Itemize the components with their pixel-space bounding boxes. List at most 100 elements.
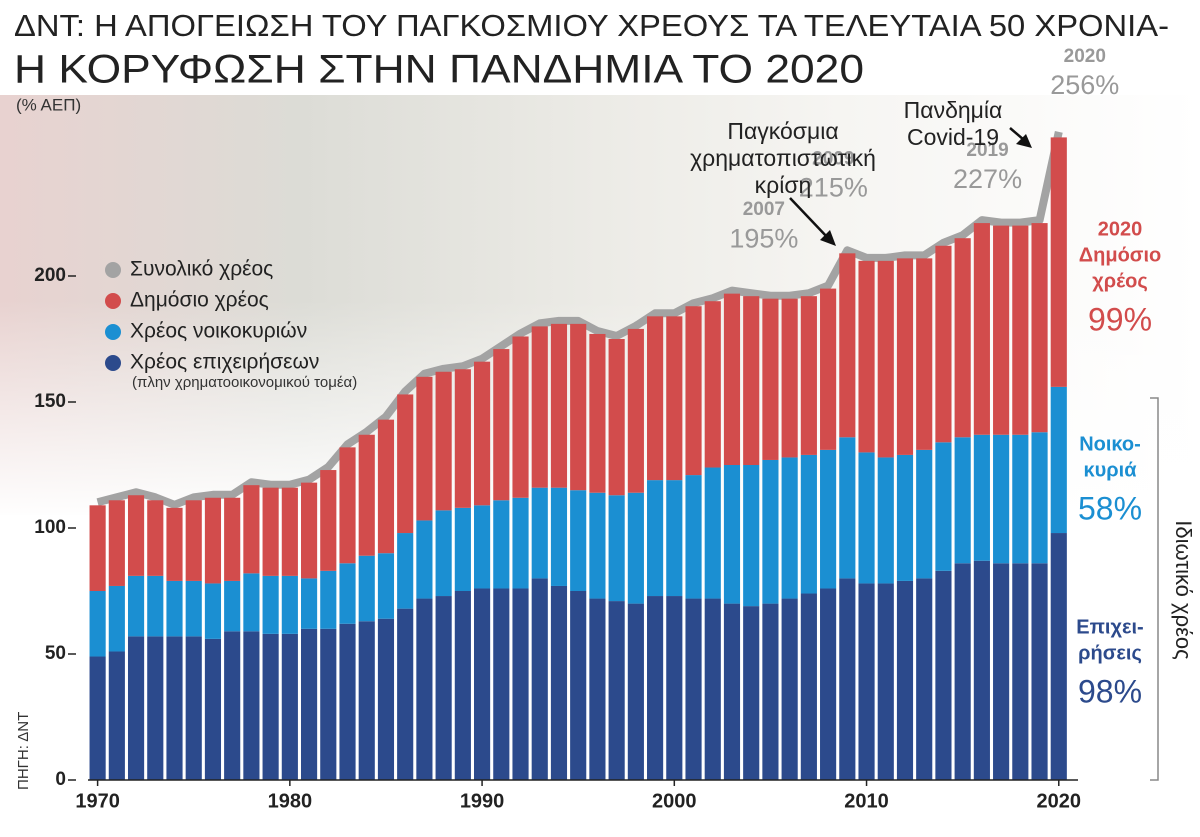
bar-segment	[877, 457, 894, 584]
legend-swatch	[105, 293, 121, 309]
annotation-arrowhead	[820, 230, 836, 246]
bar-segment	[570, 323, 587, 491]
total-value: 215%	[799, 172, 868, 202]
x-tick-label: 1970	[75, 790, 120, 812]
bar-segment	[820, 288, 837, 450]
bar-segment	[589, 492, 606, 599]
bar-segment	[166, 580, 183, 637]
legend-swatch	[105, 262, 121, 278]
y-tick-label: 150	[34, 391, 66, 412]
bar-segment	[454, 591, 471, 780]
bar-segment	[877, 583, 894, 780]
y-tick-label: 100	[34, 517, 66, 538]
bar-segment	[839, 253, 856, 438]
bar-segment	[723, 293, 741, 465]
bar-segment	[320, 470, 337, 571]
bar-segment	[954, 563, 971, 780]
bar-segment	[281, 575, 298, 634]
end-label: Δημόσιο	[1079, 244, 1162, 266]
bar-segment	[300, 628, 318, 780]
bar-segment	[550, 585, 568, 780]
bar-segment	[108, 585, 125, 652]
bar-segment	[704, 598, 721, 780]
bar-segment	[397, 533, 414, 609]
bar-segment	[781, 298, 798, 458]
bar-segment	[973, 560, 990, 780]
bar-segment	[224, 580, 241, 632]
bar-segment	[531, 487, 548, 579]
bar-segment	[185, 580, 202, 637]
bar-segment	[358, 555, 375, 622]
bar-segment	[147, 500, 164, 576]
x-tick-label: 2000	[652, 790, 697, 812]
bracket-label: Ιδιωτικό χρέος	[1171, 520, 1196, 659]
bar-segment	[973, 434, 990, 561]
legend-label: Χρέος νοικοκυριών	[130, 320, 307, 343]
bar-segment	[743, 296, 760, 465]
bar-segment	[493, 349, 510, 501]
bar-segment	[320, 570, 337, 629]
end-label: Νοικο-	[1079, 433, 1141, 455]
bar-segment	[993, 225, 1010, 435]
annotation-arrowhead	[1016, 134, 1032, 148]
bar-segment	[1012, 225, 1029, 435]
bar-segment	[108, 500, 125, 586]
bar-segment	[166, 636, 183, 780]
bar-segment	[300, 482, 318, 579]
bar-segment	[1012, 434, 1029, 564]
bar-segment	[474, 588, 491, 780]
bar-segment	[416, 520, 433, 599]
bar-segment	[993, 563, 1010, 780]
bar-segment	[935, 442, 952, 571]
bar-segment	[839, 437, 856, 579]
bar-segment	[627, 603, 644, 780]
x-tick-label: 1990	[460, 790, 505, 812]
bar-segment	[627, 328, 644, 493]
bar-segment	[743, 465, 760, 607]
bar-segment	[800, 296, 817, 455]
total-year: 2019	[966, 140, 1008, 161]
bar-segment	[608, 495, 625, 602]
end-value: 58%	[1078, 490, 1142, 526]
bar-segment	[358, 434, 375, 556]
bar-segment	[954, 437, 971, 564]
bar-segment	[339, 447, 356, 564]
bar-segment	[608, 601, 625, 780]
bar-segment	[647, 480, 664, 597]
bar-segment	[243, 485, 260, 574]
bar-segment	[531, 326, 548, 488]
bar-segment	[416, 598, 433, 780]
bar-segment	[89, 656, 106, 780]
bar-segment	[493, 500, 510, 589]
bar-segment	[474, 505, 491, 589]
bar-segment	[339, 563, 356, 624]
bar-segment	[262, 633, 279, 780]
bar-segment	[666, 316, 683, 481]
bar-segment	[916, 449, 933, 579]
bar-segment	[435, 596, 452, 780]
bar-segment	[666, 596, 683, 780]
bar-segment	[454, 507, 471, 591]
bar-segment	[570, 490, 587, 591]
bar-segment	[589, 598, 606, 780]
bar-segment	[839, 578, 856, 780]
bar-segment	[435, 371, 452, 511]
bar-segment	[377, 618, 395, 780]
bar-segment	[512, 336, 529, 498]
legend-label: Χρέος επιχειρήσεων	[130, 351, 319, 374]
bar-segment	[666, 480, 683, 597]
bar-segment	[858, 260, 875, 453]
bar-segment	[262, 575, 279, 634]
total-value: 256%	[1050, 70, 1119, 100]
bar-segment	[204, 638, 222, 780]
bar-segment	[108, 651, 125, 780]
bar-segment	[704, 301, 721, 468]
bar-segment	[185, 636, 202, 780]
bar-segment	[896, 454, 914, 581]
bar-segment	[300, 578, 318, 629]
x-tick-label: 1980	[268, 790, 313, 812]
bar-segment	[916, 578, 933, 780]
legend-label: Δημόσιο χρέος	[130, 289, 269, 312]
bar-segment	[454, 369, 471, 508]
